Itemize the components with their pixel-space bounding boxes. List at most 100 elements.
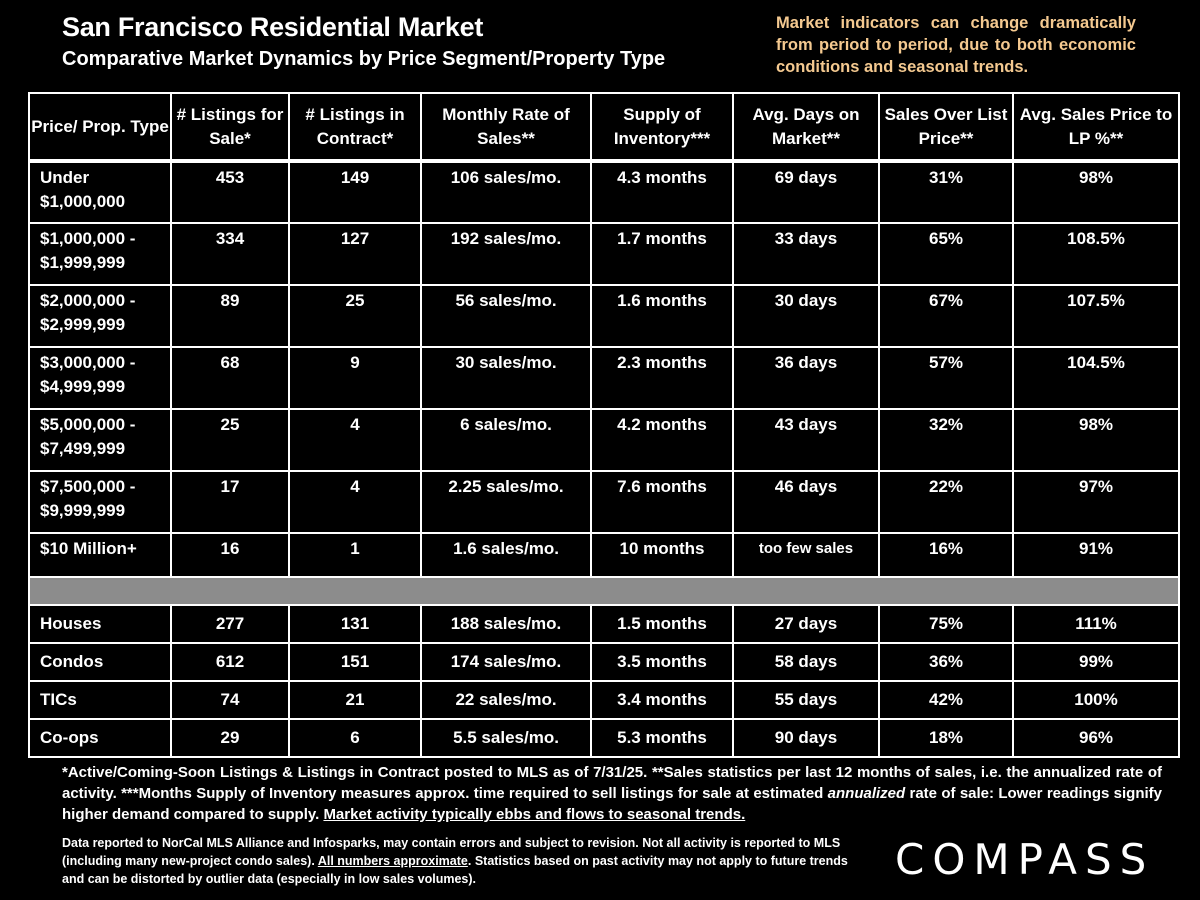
cell-over: 32%: [878, 408, 1014, 472]
footnote-text: *Active/Coming-Soon Listings & Listings …: [62, 764, 1162, 802]
cell-supply: 2.3 months: [590, 346, 734, 410]
table-row: Under $1,000,000 453 149 106 sales/mo. 4.3 mo…: [28, 160, 1180, 224]
cell-contract: 1: [288, 532, 422, 578]
cell-supply: 1.7 months: [590, 222, 734, 286]
row-label-line: $9,999,999: [40, 501, 126, 520]
row-label-line: Under: [40, 168, 90, 187]
cell-listings: 17: [170, 470, 290, 534]
cell-dom: 58 days: [732, 642, 880, 682]
table-header-row: Price/ Prop. Type # Listings for Sale* # L…: [28, 92, 1180, 163]
market-note: Market indicators can change dramaticall…: [776, 14, 1136, 76]
cell-rate: 2.25 sales/mo.: [420, 470, 592, 534]
cell-supply: 4.2 months: [590, 408, 734, 472]
cell-dom: 27 days: [732, 604, 880, 644]
cell-supply: 3.5 months: [590, 642, 734, 682]
column-header: # Listings for Sale*: [170, 92, 290, 163]
cell-over: 42%: [878, 680, 1014, 720]
column-header: Avg. Sales Price to LP %**: [1012, 92, 1180, 163]
cell-rate: 188 sales/mo.: [420, 604, 592, 644]
cell-dom: 43 days: [732, 408, 880, 472]
cell-dom: 55 days: [732, 680, 880, 720]
table-row: $3,000,000 - $4,999,999 68 9 30 sales/mo. 2.3…: [28, 346, 1180, 410]
cell-lp: 98%: [1012, 160, 1180, 224]
cell-dom: too few sales: [732, 532, 880, 578]
cell-dom: 30 days: [732, 284, 880, 348]
table-row: $5,000,000 - $7,499,999 25 4 6 sales/mo. 4.2 …: [28, 408, 1180, 472]
cell-dom: 36 days: [732, 346, 880, 410]
disclaimer-underlined: All numbers approximate: [317, 854, 468, 868]
cell-supply: 1.5 months: [590, 604, 734, 644]
disclaimer-text: Data reported to NorCal MLS Alliance and…: [62, 836, 841, 868]
separator-cell: [28, 576, 1180, 606]
cell-supply: 5.3 months: [590, 718, 734, 758]
cell-over: 16%: [878, 532, 1014, 578]
row-label: $5,000,000 - $7,499,999: [28, 408, 172, 472]
column-header: Sales Over List Price**: [878, 92, 1014, 163]
cell-listings: 612: [170, 642, 290, 682]
cell-over: 22%: [878, 470, 1014, 534]
cell-over: 31%: [878, 160, 1014, 224]
cell-supply: 4.3 months: [590, 160, 734, 224]
cell-listings: 16: [170, 532, 290, 578]
cell-lp: 108.5%: [1012, 222, 1180, 286]
row-label: $1,000,000 - $1,999,999: [28, 222, 172, 286]
cell-lp: 111%: [1012, 604, 1180, 644]
cell-lp: 104.5%: [1012, 346, 1180, 410]
row-label-line: $10 Million+: [40, 539, 137, 558]
column-header: # Listings in Contract*: [288, 92, 422, 163]
cell-rate: 30 sales/mo.: [420, 346, 592, 410]
table-row: TICs 74 21 22 sales/mo. 3.4 months 55 days 42%…: [28, 680, 1180, 720]
cell-listings: 25: [170, 408, 290, 472]
cell-listings: 334: [170, 222, 290, 286]
cell-supply: 1.6 months: [590, 284, 734, 348]
cell-listings: 74: [170, 680, 290, 720]
cell-contract: 6: [288, 718, 422, 758]
cell-over: 67%: [878, 284, 1014, 348]
cell-rate: 106 sales/mo.: [420, 160, 592, 224]
disclaimer-text: . Statistics based on past activity may …: [62, 854, 848, 886]
cell-contract: 127: [288, 222, 422, 286]
table-row: Condos 612 151 174 sales/mo. 3.5 months 58 da…: [28, 642, 1180, 682]
compass-logo: COMPASS: [895, 835, 1155, 884]
row-label-line: $1,000,000 -: [40, 229, 136, 248]
cell-rate: 192 sales/mo.: [420, 222, 592, 286]
cell-contract: 4: [288, 408, 422, 472]
cell-rate: 174 sales/mo.: [420, 642, 592, 682]
cell-lp: 98%: [1012, 408, 1180, 472]
footnote-text: rate of sale: Lower readings signify hig…: [62, 785, 1162, 823]
table-row: Houses 277 131 188 sales/mo. 1.5 months 27 da…: [28, 604, 1180, 644]
row-label: Co-ops: [28, 718, 172, 758]
cell-dom: 69 days: [732, 160, 880, 224]
page-subtitle: Comparative Market Dynamics by Price Seg…: [62, 48, 666, 70]
row-label-line: TICs: [40, 690, 77, 709]
cell-lp: 91%: [1012, 532, 1180, 578]
cell-over: 36%: [878, 642, 1014, 682]
cell-contract: 4: [288, 470, 422, 534]
column-header: Supply of Inventory***: [590, 92, 734, 163]
cell-lp: 96%: [1012, 718, 1180, 758]
table-row: $7,500,000 - $9,999,999 17 4 2.25 sales/mo. 7…: [28, 470, 1180, 534]
column-header: Avg. Days on Market**: [732, 92, 880, 163]
cell-over: 18%: [878, 718, 1014, 758]
cell-rate: 22 sales/mo.: [420, 680, 592, 720]
row-label-line: $1,999,999: [40, 253, 126, 272]
row-label-line: $1,000,000: [40, 192, 126, 211]
cell-over: 75%: [878, 604, 1014, 644]
row-label: TICs: [28, 680, 172, 720]
row-label-line: $7,499,999: [40, 439, 126, 458]
cell-listings: 277: [170, 604, 290, 644]
row-label: Houses: [28, 604, 172, 644]
cell-over: 65%: [878, 222, 1014, 286]
table-row: Co-ops 29 6 5.5 sales/mo. 5.3 months 90 days 1…: [28, 718, 1180, 758]
footnote-primary: *Active/Coming-Soon Listings & Listings …: [62, 762, 1162, 825]
column-header: Price/ Prop. Type: [28, 92, 172, 163]
market-table-container: Price/ Prop. Type # Listings for Sale* # L…: [28, 92, 1180, 758]
table-row: $1,000,000 - $1,999,999 334 127 192 sales/mo…: [28, 222, 1180, 286]
table-row: $2,000,000 - $2,999,999 89 25 56 sales/mo. 1.…: [28, 284, 1180, 348]
cell-lp: 107.5%: [1012, 284, 1180, 348]
cell-rate: 5.5 sales/mo.: [420, 718, 592, 758]
cell-contract: 151: [288, 642, 422, 682]
row-label-line: $2,999,999: [40, 315, 126, 334]
cell-listings: 453: [170, 160, 290, 224]
row-label: Condos: [28, 642, 172, 682]
